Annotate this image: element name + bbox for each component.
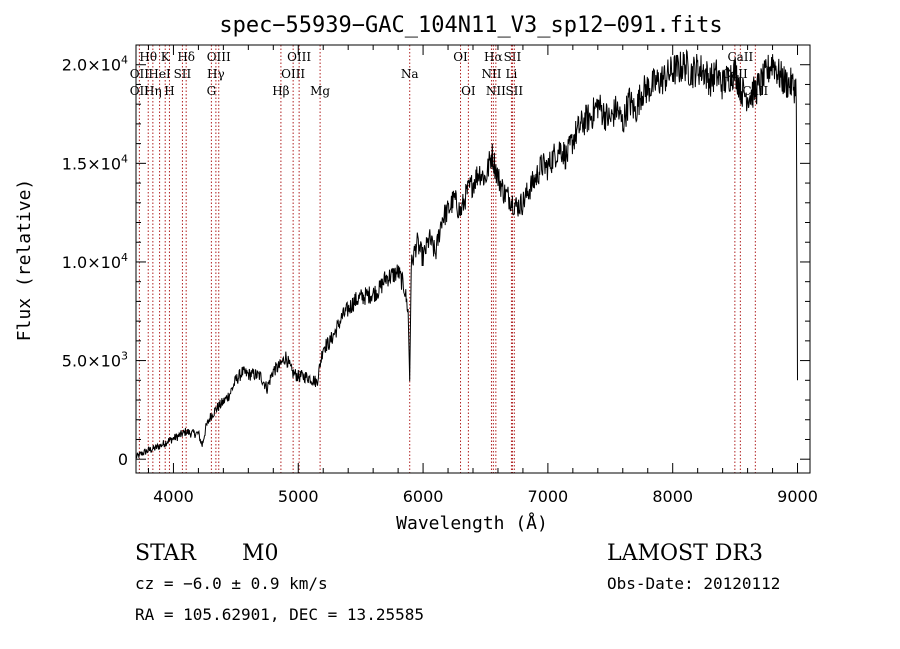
x-tick-label: 4000 (153, 487, 194, 506)
axis-ticks: 4000 5000 6000 7000 8000 900005.0×1031.0×1041… (62, 45, 818, 506)
spectrum-line (135, 48, 798, 459)
x-axis-label: Wavelength (Å) (396, 512, 548, 534)
object-class: STAR (135, 541, 197, 566)
line-marker-label: Hδ (177, 50, 195, 64)
redshift-velocity: cz = −6.0 ± 0.9 km/s (135, 574, 328, 593)
survey-name: LAMOST DR3 (607, 541, 763, 566)
line-marker-label: OI (461, 84, 476, 98)
line-marker-label: Mg (310, 84, 330, 98)
plot-frame (135, 44, 811, 474)
line-marker-label: HeI (148, 67, 171, 81)
x-tick-label: 9000 (777, 487, 818, 506)
line-marker-label: SII (505, 84, 523, 98)
y-tick-exponent: 4 (121, 152, 128, 165)
observation-date: Obs-Date: 20120112 (607, 574, 780, 593)
object-subclass: M0 (242, 541, 279, 566)
line-marker-label: Hη (144, 84, 162, 98)
y-axis-label: Flux (relative) (14, 179, 35, 342)
line-marker-label: OII (130, 67, 150, 81)
y-tick-label: 5.0×103 (62, 350, 128, 371)
line-marker-label: Hβ (272, 84, 289, 98)
line-marker-label: SII (504, 50, 522, 64)
y-tick-mantissa: 2.0×10 (62, 56, 121, 75)
x-tick-label: 6000 (403, 487, 444, 506)
line-marker-label: Li (506, 67, 518, 81)
line-marker-label: OIII (287, 50, 311, 64)
line-marker-label: Hθ (139, 50, 157, 64)
line-marker-label: OI (453, 50, 468, 64)
sky-coordinates: RA = 105.62901, DEC = 13.25585 (135, 605, 424, 624)
x-tick-label: 5000 (278, 487, 319, 506)
line-marker-label: K (161, 50, 171, 64)
line-marker-label: NII (481, 67, 501, 81)
y-tick-mantissa: 5.0×10 (62, 352, 121, 371)
chart-title: spec−55939−GAC_104N11_V3_sp12−091.fits (219, 13, 722, 38)
line-marker-label: NII (486, 84, 506, 98)
line-marker-label: Hγ (207, 67, 225, 81)
y-tick-label: 2.0×104 (62, 54, 128, 75)
line-marker-label: SII (174, 67, 192, 81)
line-marker-label: Hα (484, 50, 503, 64)
line-marker-label: G (207, 84, 217, 98)
y-tick-label: 0 (118, 450, 128, 469)
y-tick-mantissa: 1.5×10 (62, 154, 121, 173)
x-tick-label: 8000 (652, 487, 693, 506)
line-marker-label: Na (401, 67, 419, 81)
line-marker-label: OIII (281, 67, 305, 81)
line-marker-label: OII (130, 84, 150, 98)
y-tick-label: 1.0×104 (62, 251, 128, 272)
y-tick-exponent: 4 (121, 251, 128, 264)
y-tick-mantissa: 0 (118, 450, 128, 469)
plot-area (135, 44, 811, 474)
y-tick-label: 1.5×104 (62, 152, 128, 173)
y-tick-exponent: 4 (121, 54, 128, 67)
x-tick-label: 7000 (528, 487, 569, 506)
line-marker-label: CaII (727, 50, 753, 64)
y-tick-exponent: 3 (121, 350, 128, 363)
line-marker-label: OIII (207, 50, 231, 64)
y-tick-mantissa: 1.0×10 (62, 253, 121, 272)
line-marker-label: H (164, 84, 174, 98)
